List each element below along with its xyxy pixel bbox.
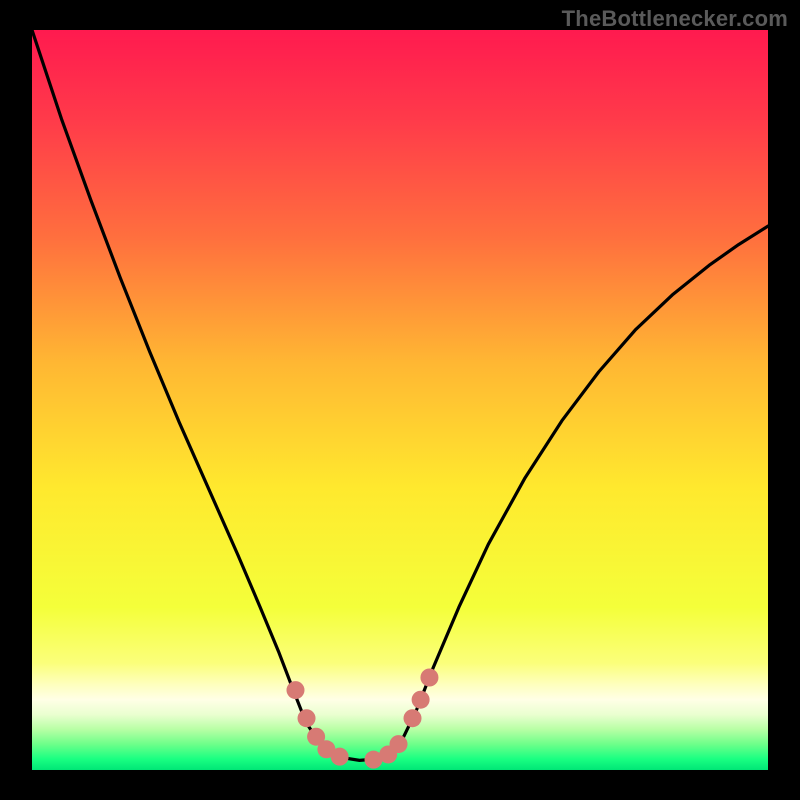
plot-svg: [32, 30, 768, 770]
curve-marker: [404, 709, 422, 727]
curve-marker: [286, 681, 304, 699]
watermark-text: TheBottlenecker.com: [562, 6, 788, 32]
curve-marker: [420, 669, 438, 687]
curve-marker: [390, 735, 408, 753]
curve-marker: [298, 709, 316, 727]
gradient-background: [32, 30, 768, 770]
curve-marker: [412, 691, 430, 709]
curve-marker: [331, 748, 349, 766]
chart-frame: TheBottlenecker.com: [0, 0, 800, 800]
